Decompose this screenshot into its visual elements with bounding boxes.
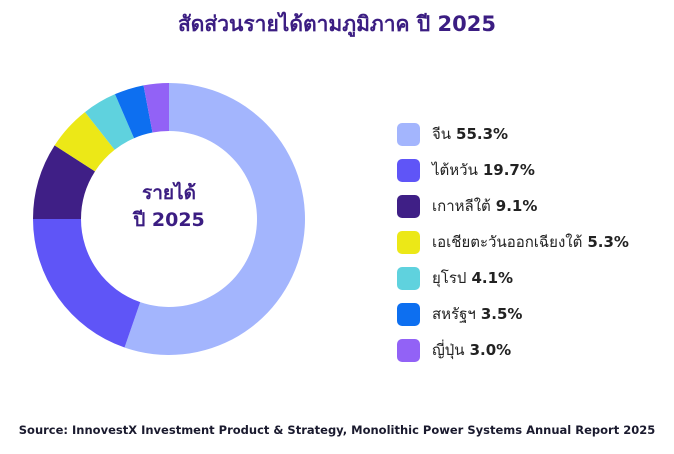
legend-label: เอเชียตะวันออกเฉียงใต้ xyxy=(432,233,583,251)
legend-value: 5.3% xyxy=(587,233,629,251)
legend-value: 4.1% xyxy=(471,269,514,287)
donut-slice xyxy=(33,219,141,348)
legend-swatch xyxy=(397,158,420,182)
donut-slice xyxy=(84,94,135,150)
donut-slice xyxy=(33,145,95,219)
legend-label: สหรัฐฯ xyxy=(432,305,476,323)
source-note: Source: InnovestX Investment Product & S… xyxy=(18,423,656,437)
legend-label: เกาหลีใต้ xyxy=(432,197,491,215)
legend-swatch xyxy=(397,194,420,218)
donut-chart xyxy=(33,83,305,355)
chart-title: สัดส่วนรายได้ตามภูมิภาค ปี 2025 xyxy=(177,12,497,36)
legend-value: 55.3% xyxy=(456,125,509,143)
legend-value: 3.5% xyxy=(480,305,523,323)
legend-value: 3.0% xyxy=(469,341,512,359)
legend-label: ยุโรป xyxy=(432,269,467,287)
legend-item: เกาหลีใต้ 9.1% xyxy=(397,188,629,224)
legend-label: ไต้หวัน xyxy=(432,161,478,179)
legend-label: จีน xyxy=(432,125,452,143)
legend-swatch xyxy=(397,338,420,362)
center-label-line1: รายได้ xyxy=(142,182,196,204)
donut-slice xyxy=(114,85,153,139)
legend-item: ญี่ปุ่น 3.0% xyxy=(397,332,629,368)
legend-item: สหรัฐฯ 3.5% xyxy=(397,296,629,332)
legend-swatch xyxy=(397,266,420,290)
legend-swatch xyxy=(397,302,420,326)
legend-label: ญี่ปุ่น xyxy=(432,341,465,359)
legend-item: ยุโรป 4.1% xyxy=(397,260,629,296)
donut-center-label: รายได้ ปี 2025 xyxy=(114,180,224,234)
donut-slice xyxy=(124,83,305,355)
center-label-line2: ปี 2025 xyxy=(133,209,205,231)
legend-item: เอเชียตะวันออกเฉียงใต้ 5.3% xyxy=(397,224,629,260)
legend-swatch xyxy=(397,122,420,146)
legend-value: 9.1% xyxy=(495,197,538,215)
chart-legend: จีน 55.3% ไต้หวัน 19.7% เกาหลีใต้ 9.1% เ… xyxy=(397,116,629,368)
legend-item: ไต้หวัน 19.7% xyxy=(397,152,629,188)
donut-slice xyxy=(143,83,169,133)
legend-item: จีน 55.3% xyxy=(397,116,629,152)
legend-swatch xyxy=(397,230,420,254)
donut-slice xyxy=(54,112,115,172)
legend-value: 19.7% xyxy=(482,161,535,179)
